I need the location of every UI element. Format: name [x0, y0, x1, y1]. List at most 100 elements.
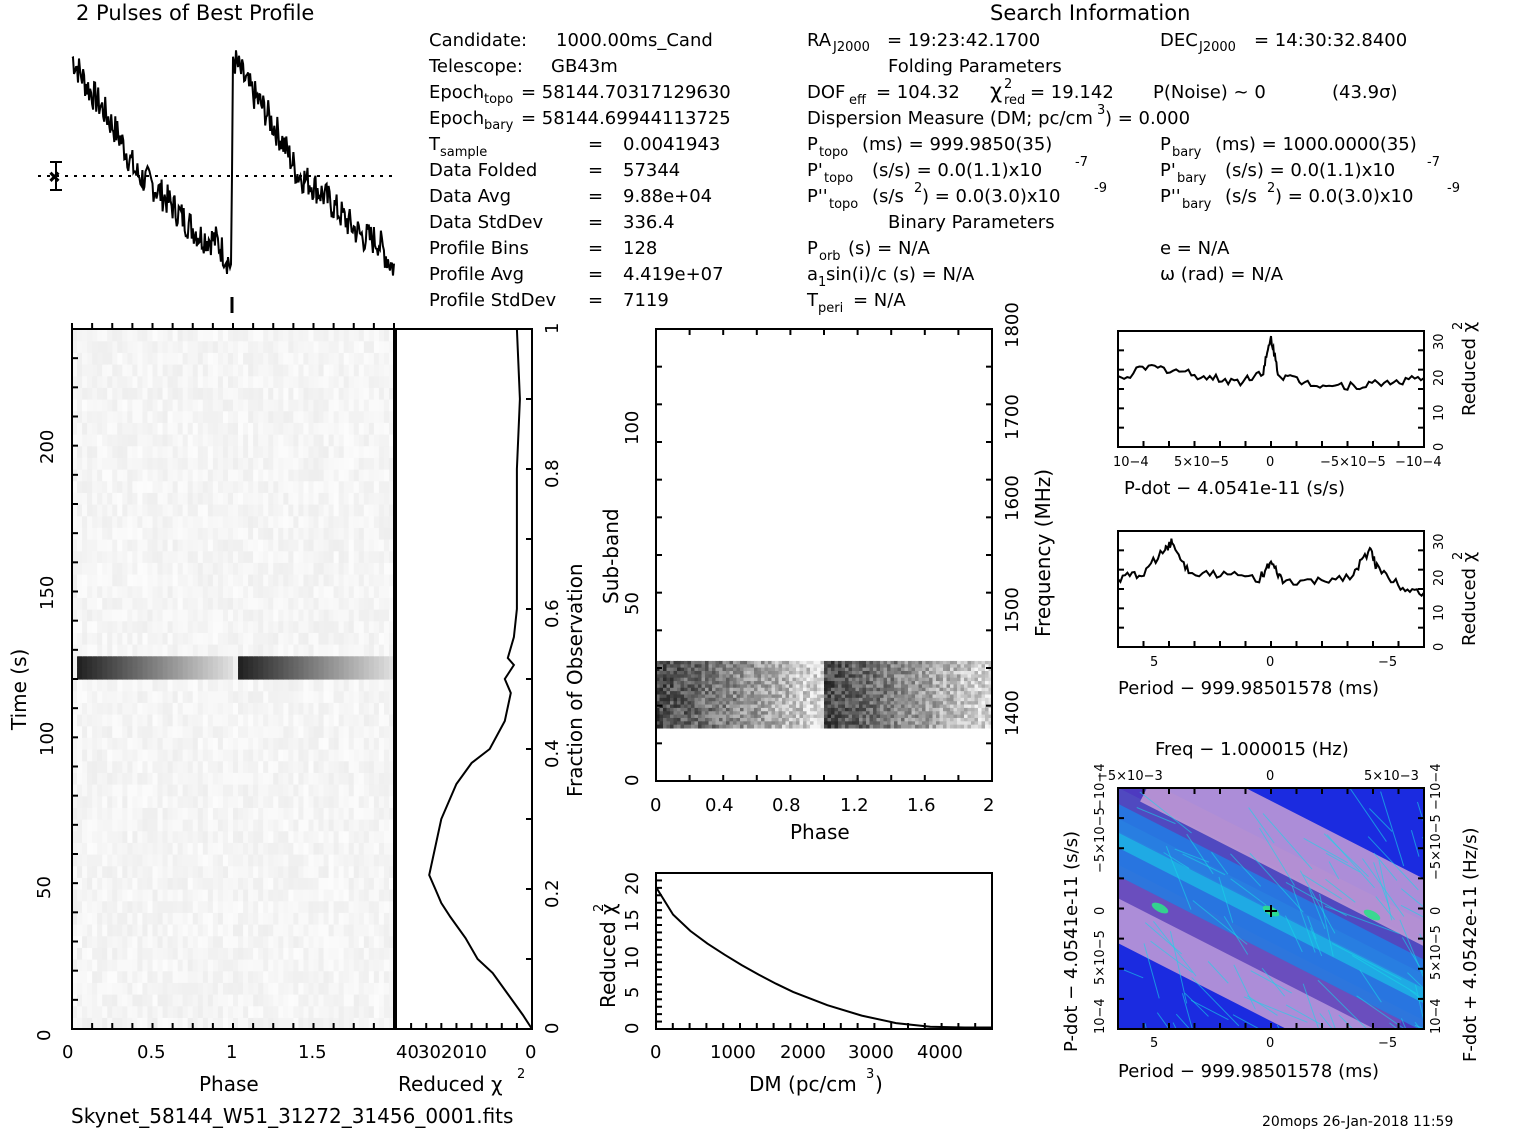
subband-cell: [757, 681, 762, 685]
time-phase-cell: [288, 830, 294, 843]
subband-cell: [904, 687, 909, 692]
time-phase-cell: [202, 924, 209, 937]
time-phase-cell: [373, 807, 380, 820]
subband-cell: [985, 681, 989, 685]
time-phase-cell: [172, 865, 179, 878]
time-phase-cell: [358, 375, 365, 388]
redchi-time-frame: [395, 328, 533, 1030]
time-phase-cell: [358, 994, 365, 1007]
time-phase-cell: [222, 655, 229, 668]
time-phase-cell: [243, 959, 249, 972]
time-phase-cell: [117, 562, 123, 575]
time-phase-cell: [127, 924, 133, 937]
tp-ytick-1: 50: [34, 876, 55, 899]
info-middle: RA J2000 = 19:23:42.1700 Folding Paramet…: [806, 30, 1398, 316]
subband-cell: [981, 674, 986, 679]
time-phase-cell: [147, 795, 154, 808]
subband-cell: [670, 677, 674, 682]
subband-cell: [785, 691, 790, 695]
time-phase-cell: [263, 935, 269, 948]
time-phase-cell: [112, 340, 118, 353]
time-phase-cell: [132, 982, 139, 995]
time-phase-cell: [288, 725, 294, 738]
time-phase-cell: [263, 562, 269, 575]
time-phase-cell: [122, 352, 128, 365]
subband-cell: [726, 691, 730, 695]
time-phase-cell: [222, 352, 229, 365]
subband-cell: [806, 667, 811, 672]
time-phase-cell: [127, 982, 133, 995]
time-phase-cell: [72, 900, 78, 913]
time-phase-cell: [142, 585, 149, 598]
subband-cell: [680, 687, 685, 692]
time-phase-cell: [358, 574, 365, 587]
time-phase-cell: [132, 480, 139, 493]
time-phase-cell: [162, 947, 169, 960]
time-phase-cell: [167, 994, 174, 1007]
time-phase-cell: [273, 1005, 279, 1018]
time-phase-cell: [368, 889, 375, 902]
time-phase-cell: [87, 504, 93, 517]
time-phase-cell: [343, 609, 350, 622]
time-phase-cell: [258, 725, 264, 738]
subband-cell: [799, 681, 804, 685]
time-phase-cell: [288, 1017, 294, 1030]
subband-cell: [757, 674, 762, 679]
subband-cell: [712, 664, 716, 669]
time-phase-cell: [343, 1005, 350, 1018]
time-phase-cell: [258, 924, 264, 937]
time-phase-cell: [263, 702, 269, 715]
subband-cell: [810, 687, 814, 692]
time-phase-cell: [117, 399, 123, 412]
subband-cell: [687, 664, 692, 669]
time-phase-cell: [177, 877, 184, 890]
subband-cell: [824, 667, 828, 672]
time-phase-cell: [308, 690, 315, 703]
time-phase-cell: [268, 889, 274, 902]
subband-cell: [964, 671, 968, 675]
time-phase-cell: [298, 609, 305, 622]
subband-cell: [785, 681, 790, 685]
time-phase-cell: [137, 352, 144, 365]
time-phase-cell: [253, 434, 259, 447]
time-phase-cell: [303, 784, 310, 797]
pnoise: P(Noise) ~ 0: [1153, 82, 1266, 103]
time-phase-cell: [303, 445, 310, 458]
time-phase-cell: [278, 644, 284, 657]
time-phase-cell: [243, 1005, 249, 1018]
time-phase-cell: [338, 410, 345, 423]
time-phase-cell: [212, 655, 219, 668]
time-phase-cell: [147, 585, 154, 598]
time-phase-cell: [202, 702, 209, 715]
subband-cell: [726, 681, 730, 685]
time-phase-cell: [328, 492, 335, 505]
time-phase-cell: [217, 889, 224, 902]
time-phase-cell: [112, 597, 118, 610]
subband-cell: [827, 674, 832, 679]
subband-cell: [719, 667, 723, 672]
time-phase-cell: [313, 889, 320, 902]
time-phase-cell: [238, 912, 244, 925]
time-phase-cell: [383, 632, 390, 645]
subband-cell: [712, 681, 716, 685]
time-phase-cell: [147, 889, 154, 902]
time-phase-plot: 0 0.5 1 1.5 0 50 100 150 200 Phase Time …: [7, 323, 395, 1096]
time-phase-cell: [177, 690, 184, 703]
time-phase-cell: [112, 644, 118, 657]
time-phase-cell: [102, 620, 108, 633]
time-phase-cell: [238, 352, 244, 365]
subband-cell: [656, 664, 660, 669]
time-phase-cell: [273, 935, 279, 948]
subband-cell: [684, 694, 688, 699]
time-phase-cell: [338, 632, 345, 645]
time-phase-cell: [107, 970, 113, 983]
time-phase-cell: [192, 644, 199, 657]
time-phase-cell: [358, 737, 365, 750]
time-phase-cell: [318, 702, 325, 715]
subband-cell: [901, 674, 905, 679]
time-phase-cell: [107, 410, 113, 423]
time-phase-cell: [353, 830, 360, 843]
time-phase-cell: [137, 807, 144, 820]
time-phase-cell: [353, 947, 360, 960]
time-phase-cell: [167, 877, 174, 890]
